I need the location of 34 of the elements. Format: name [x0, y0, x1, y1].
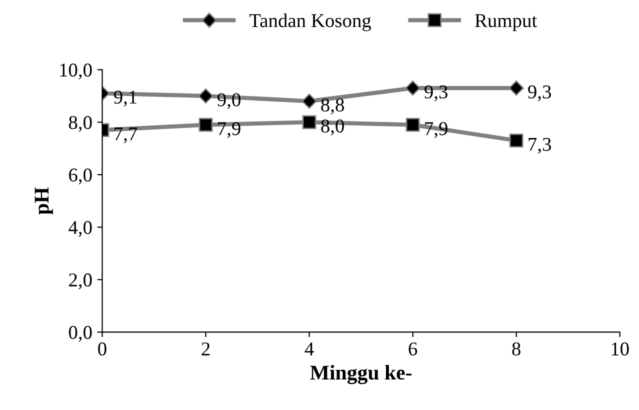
data-label: 7,9 [425, 122, 448, 138]
data-label: 9,3 [528, 85, 551, 102]
legend-label: Tandan Kosong [249, 14, 372, 32]
data-label: 8,8 [321, 98, 344, 114]
data-label: 8,0 [321, 119, 344, 136]
y-tick-label: 6,0 [69, 168, 92, 184]
data-label: 9,1 [114, 90, 136, 107]
point [198, 118, 213, 132]
point [406, 118, 420, 132]
data-label: 9,0 [217, 93, 240, 110]
point [302, 94, 317, 109]
x-tick-label: 10 [612, 342, 629, 356]
legend-label: Rumput [475, 14, 538, 32]
y-tick-label: 0,0 [68, 326, 92, 342]
data-label: 7,3 [528, 138, 551, 154]
y-tick-label: 8,0 [68, 116, 92, 132]
data-label: 7,7 [114, 128, 138, 144]
x-axis-title: Minggu ke- [310, 365, 412, 384]
data-label: 9,3 [424, 85, 448, 102]
x-tick-label: 4 [304, 342, 314, 356]
point [508, 80, 524, 96]
x-tick-label: 6 [408, 342, 418, 356]
y-tick-label: 10,0 [60, 64, 92, 80]
x-tick-label: 0 [98, 342, 106, 356]
y-tick-label: 4,0 [68, 220, 92, 237]
x-tick-label: 2 [202, 342, 210, 356]
y-tick-label: 2,0 [69, 273, 92, 290]
y-axis-title: pH [34, 187, 53, 215]
x-tick-label: 8 [512, 342, 520, 356]
point [302, 115, 316, 130]
point [198, 88, 214, 104]
point [405, 80, 420, 96]
data-label: 7,9 [218, 122, 240, 138]
point [509, 134, 524, 148]
